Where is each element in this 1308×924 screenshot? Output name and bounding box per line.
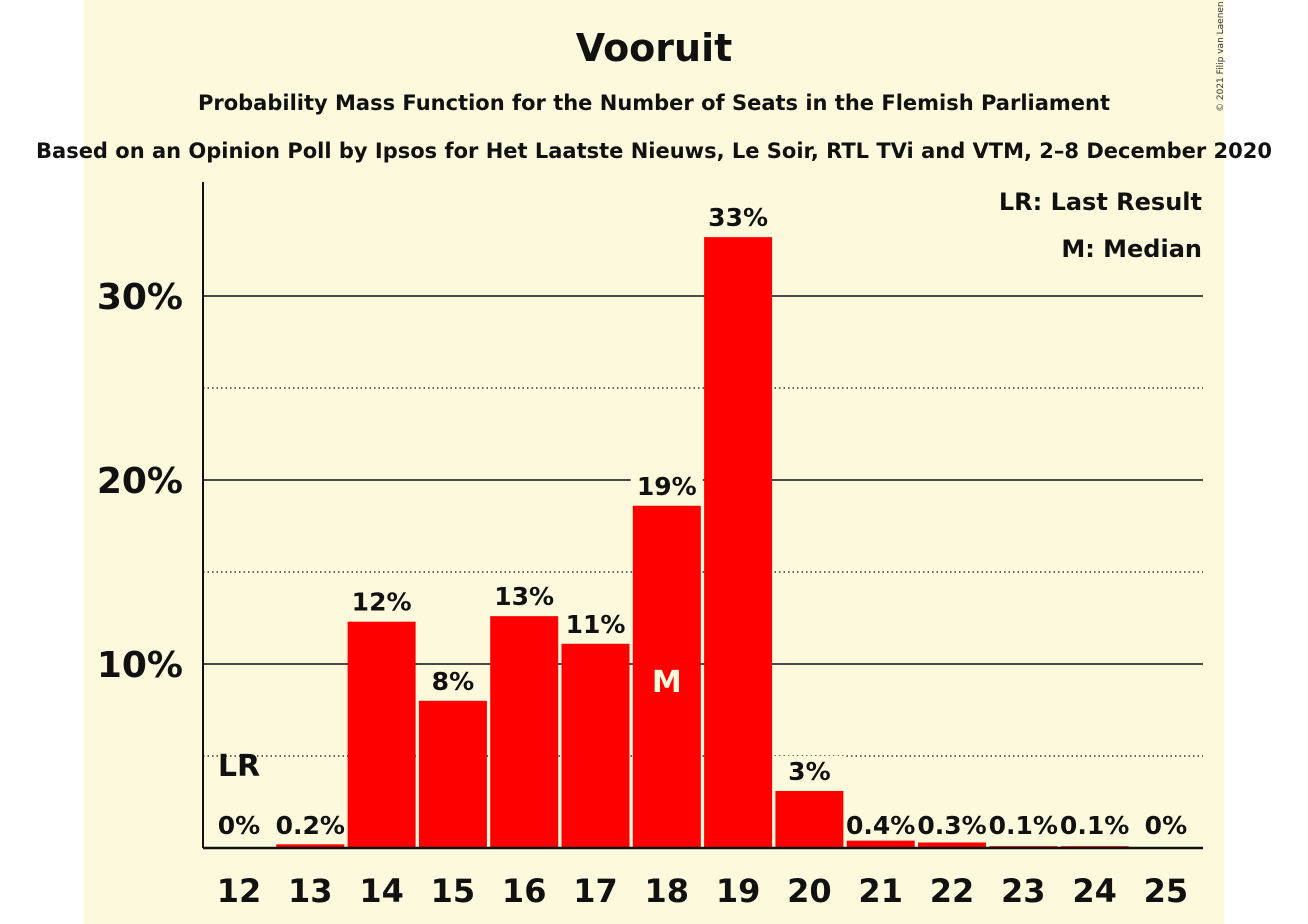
x-tick-label: 13 (288, 872, 333, 910)
bar (418, 700, 487, 848)
bar (276, 844, 345, 848)
legend-median: M: Median (1061, 235, 1202, 263)
bar (561, 643, 630, 848)
data-label: 8% (432, 667, 474, 696)
median-marker: M (652, 665, 682, 700)
x-tick-label: 17 (573, 872, 618, 910)
x-tick-label: 22 (930, 872, 975, 910)
data-label: 19% (637, 472, 697, 501)
data-label: 0% (218, 811, 260, 840)
x-tick-label: 15 (431, 872, 476, 910)
x-tick-label: 18 (645, 872, 690, 910)
bar (490, 616, 559, 848)
bar (846, 840, 915, 848)
last-result-marker: LR (218, 749, 260, 784)
x-tick-label: 20 (787, 872, 832, 910)
chart-source-subtitle: Based on an Opinion Poll by Ipsos for He… (36, 139, 1272, 163)
data-label: 13% (494, 582, 554, 611)
data-label-background (416, 665, 489, 697)
x-tick-label: 19 (716, 872, 761, 910)
bar (347, 621, 416, 848)
data-label: 0.1% (989, 811, 1058, 840)
data-label: 12% (352, 588, 412, 617)
data-label-background (488, 581, 561, 613)
y-tick-label: 20% (97, 461, 183, 502)
data-label: 0.1% (1060, 811, 1129, 840)
data-label: 0.4% (846, 811, 915, 840)
data-label: 0.2% (276, 811, 345, 840)
data-label-background (345, 586, 418, 618)
y-tick-label: 10% (97, 645, 183, 686)
x-tick-label: 12 (217, 872, 262, 910)
data-label-background (702, 202, 775, 234)
legend-last-result: LR: Last Result (999, 188, 1202, 216)
x-tick-label: 14 (359, 872, 404, 910)
bar (918, 842, 986, 848)
data-label: 3% (788, 757, 830, 786)
x-tick-label: 16 (502, 872, 547, 910)
data-label: 11% (566, 610, 626, 639)
bar (775, 790, 844, 848)
x-tick-label: 24 (1072, 872, 1117, 910)
data-label-background (559, 608, 632, 640)
bar (632, 505, 701, 848)
data-label: 0% (1145, 811, 1187, 840)
x-tick-label: 23 (1001, 872, 1046, 910)
data-label-background (773, 755, 846, 787)
x-tick-label: 21 (858, 872, 903, 910)
chart-subtitle: Probability Mass Function for the Number… (197, 91, 1111, 115)
data-label: 33% (708, 203, 768, 232)
chart-title: Vooruit (575, 26, 733, 70)
y-tick-label: 30% (97, 277, 183, 318)
x-tick-label: 25 (1144, 872, 1189, 910)
data-label: 0.3% (917, 811, 986, 840)
data-label-background (630, 470, 703, 502)
bar (704, 237, 773, 848)
